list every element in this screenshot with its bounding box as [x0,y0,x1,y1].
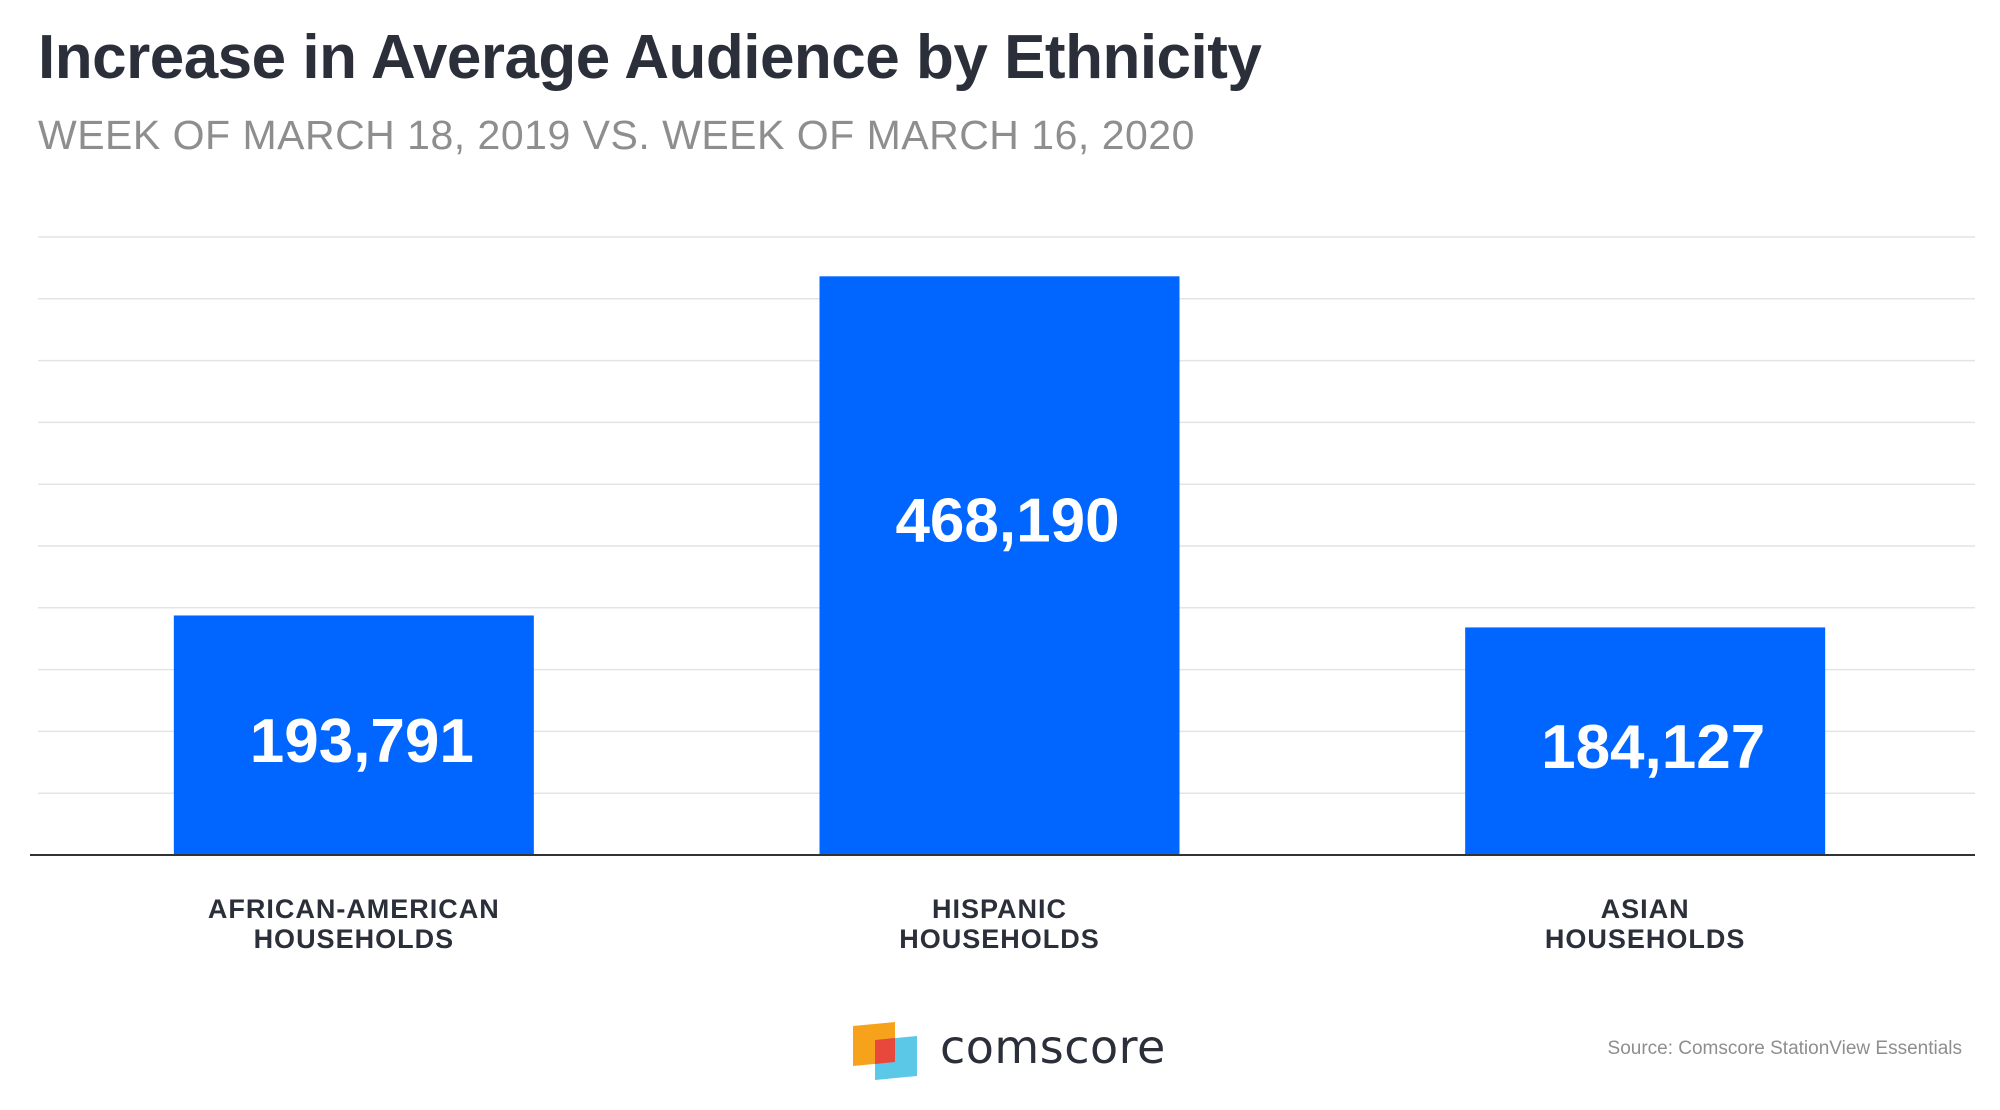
source-note: Source: Comscore StationView Essentials [1607,1038,1962,1059]
chart-title: Increase in Average Audience by Ethnicit… [38,23,1262,92]
bar [819,276,1180,856]
bar [173,615,534,855]
value-labels: 193,791 468,190 184,127 [250,486,1765,781]
category-labels: AFRICAN-AMERICANHOUSEHOLDSHISPANICHOUSEH… [208,894,1746,954]
category-label: ASIAN [1601,894,1690,924]
bar [1465,627,1826,855]
bars [173,276,1826,856]
comscore-logo-icon [853,1022,917,1080]
chart-subtitle: WEEK OF MARCH 18, 2019 VS. WEEK OF MARCH… [38,112,1195,158]
bar-value-label: 468,190 [895,486,1119,555]
category-label: AFRICAN-AMERICAN [208,894,500,924]
comscore-wordmark: comscore [940,1020,1166,1074]
comscore-logo [851,1022,1171,1082]
category-label: HOUSEHOLDS [899,924,1100,954]
category-label: HISPANIC [932,894,1067,924]
category-label: HOUSEHOLDS [254,924,455,954]
category-label: HOUSEHOLDS [1545,924,1746,954]
bar-value-label: 184,127 [1541,713,1765,782]
bar-value-label: 193,791 [250,707,474,776]
